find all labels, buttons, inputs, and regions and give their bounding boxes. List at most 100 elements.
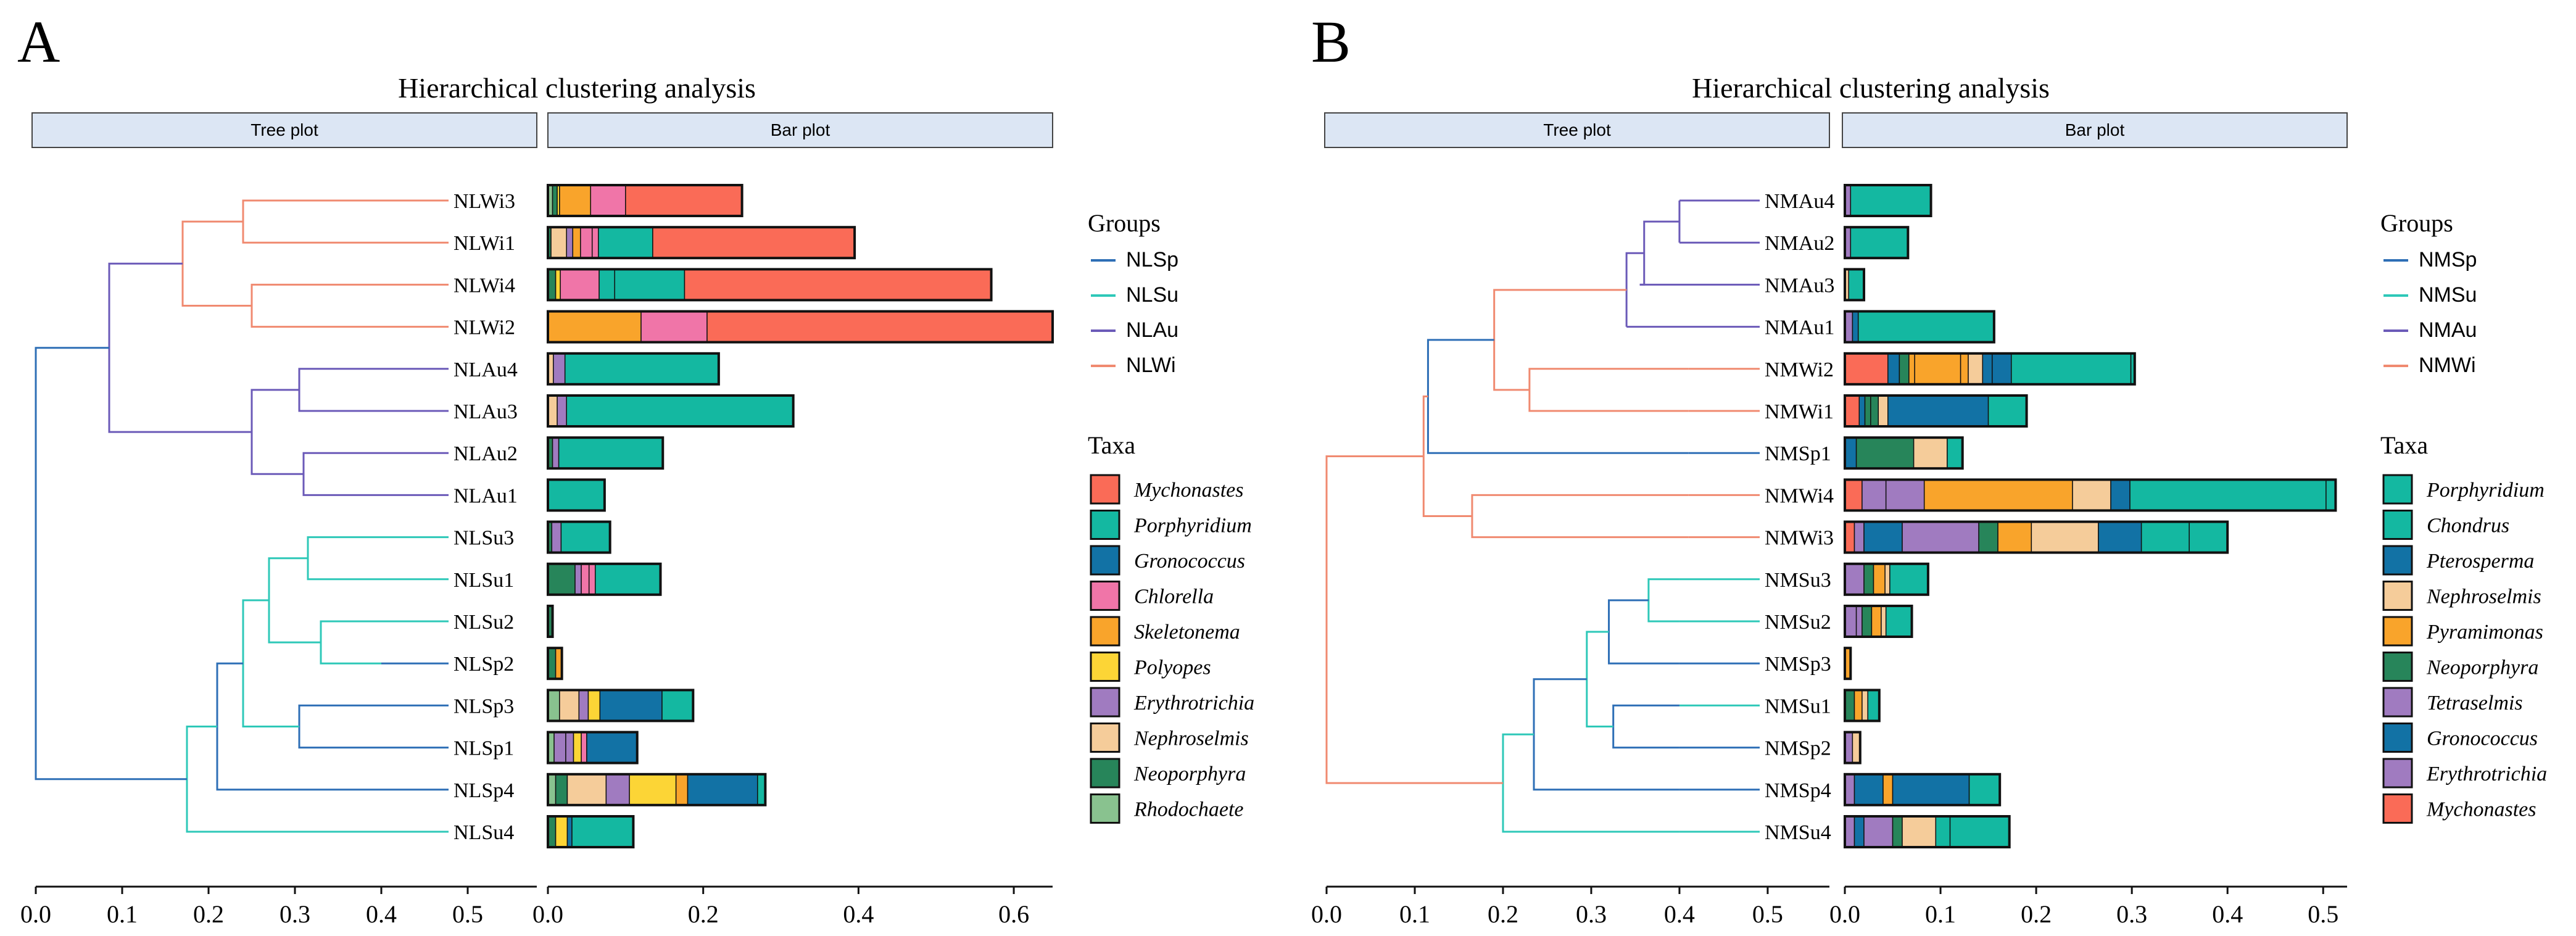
legend-groups-title: Groups bbox=[2380, 209, 2453, 237]
bar-segment bbox=[1878, 395, 1889, 427]
tree-branch bbox=[298, 704, 342, 749]
bar-segment bbox=[551, 521, 562, 553]
bar-outline bbox=[547, 772, 767, 806]
bar-segment bbox=[1853, 774, 1884, 806]
bar-segment bbox=[1885, 605, 1913, 637]
bar-segment bbox=[1844, 521, 1855, 553]
bar-segment bbox=[1863, 816, 1894, 848]
bar-segment bbox=[1850, 184, 1932, 217]
bar-outline bbox=[547, 226, 856, 260]
tree-axis-tick-label: 0.5 bbox=[452, 900, 483, 928]
bar-plot-b bbox=[1844, 184, 2337, 848]
bar-segment bbox=[1844, 353, 1889, 385]
bar-segment bbox=[675, 774, 689, 806]
bar-outline bbox=[547, 268, 993, 302]
bar-segment bbox=[1857, 310, 1995, 343]
sample-label: NMSu4 bbox=[1765, 821, 1831, 844]
tree-branch bbox=[1612, 704, 1679, 749]
bar-outline bbox=[547, 562, 662, 596]
bar-segment bbox=[1844, 395, 1860, 427]
bar-segment bbox=[547, 563, 576, 595]
legend-taxon-swatch bbox=[2382, 758, 2413, 789]
bar-segment bbox=[1982, 353, 1993, 385]
bar-axis-tick-label: 0.4 bbox=[2212, 900, 2243, 928]
bar-segment bbox=[1863, 563, 1874, 595]
sample-label: NLSp1 bbox=[453, 737, 514, 760]
bar-segment bbox=[560, 268, 600, 301]
legend-taxon-swatch bbox=[1090, 723, 1120, 753]
tree-branch bbox=[1325, 455, 1503, 784]
bar-segment bbox=[2072, 479, 2111, 511]
bar-segment bbox=[581, 731, 587, 764]
bar-segment bbox=[687, 774, 758, 806]
bar-segment bbox=[598, 268, 615, 301]
bar-segment bbox=[586, 731, 638, 764]
legend-groups-title: Groups bbox=[1088, 209, 1161, 237]
legend-taxon-swatch bbox=[1090, 581, 1120, 611]
bar-segment bbox=[1978, 521, 1998, 553]
bar-segment bbox=[560, 521, 611, 553]
sample-label: NLWi1 bbox=[453, 232, 515, 255]
sample-label: NLSp3 bbox=[453, 695, 514, 718]
bar-axis-tick-label: 0.0 bbox=[1829, 900, 1860, 928]
legend-taxa-title: Taxa bbox=[2380, 431, 2428, 459]
sample-label: NLSp2 bbox=[453, 653, 514, 676]
tree-branch bbox=[268, 557, 321, 644]
tree-branch bbox=[251, 283, 325, 328]
legend-group-label: NMWi bbox=[2419, 354, 2476, 377]
tree-axis-tick-label: 0.5 bbox=[1752, 900, 1783, 928]
bar-segment bbox=[564, 353, 719, 385]
bar-segment bbox=[1844, 774, 1855, 806]
tree-branch bbox=[108, 262, 252, 433]
bar-outline bbox=[547, 352, 720, 386]
bar-outline bbox=[547, 815, 635, 848]
legend-taxon-label: Gronococcus bbox=[1134, 550, 1245, 573]
bar-segment bbox=[1853, 689, 1863, 722]
bar-segment bbox=[2140, 521, 2190, 553]
bar-segment bbox=[578, 689, 589, 722]
bar-segment bbox=[587, 689, 601, 722]
bar-outline bbox=[1844, 562, 1929, 596]
bar-segment bbox=[580, 226, 593, 259]
legend-taxon-swatch bbox=[2382, 545, 2413, 576]
bar-segment bbox=[706, 310, 1053, 343]
bar-outline bbox=[547, 394, 795, 428]
tree-branch bbox=[35, 347, 187, 781]
bar-segment bbox=[1908, 353, 1915, 385]
sample-label: NLWi4 bbox=[453, 274, 515, 297]
legend-taxon-swatch bbox=[2382, 687, 2413, 718]
bar-segment bbox=[1949, 816, 2010, 848]
bar-segment bbox=[1844, 437, 1857, 469]
legend-taxon-label: Mychonastes bbox=[1133, 479, 1244, 502]
bar-axis-tick-label: 0.5 bbox=[2308, 900, 2338, 928]
bar-segment bbox=[2098, 521, 2142, 553]
legend-taxon-label: Polyopes bbox=[1133, 656, 1211, 679]
sample-label: NMSu3 bbox=[1765, 569, 1831, 592]
strip-bar-label-a: Bar plot bbox=[771, 120, 830, 139]
bar-segment bbox=[1853, 816, 1865, 848]
tree-branch bbox=[302, 452, 381, 496]
bar-segment bbox=[1885, 479, 1925, 511]
bar-outline bbox=[1844, 352, 2136, 386]
bar-outline bbox=[1844, 815, 2011, 848]
bar-segment bbox=[629, 774, 677, 806]
legend-taxon-label: Rhodochaete bbox=[1133, 798, 1244, 821]
bar-segment bbox=[547, 395, 558, 427]
legend-group-label: NMAu bbox=[2419, 318, 2477, 342]
sample-label: NLSu1 bbox=[453, 569, 514, 592]
tree-branch bbox=[1586, 631, 1613, 727]
tree-axis-tick-label: 0.1 bbox=[1399, 900, 1430, 928]
legend-group-label: NLSu bbox=[1126, 283, 1178, 307]
bar-segment bbox=[1870, 395, 1879, 427]
tree-branch bbox=[1471, 494, 1689, 539]
bar-segment bbox=[558, 437, 664, 469]
bar-segment bbox=[1997, 521, 2032, 553]
legend-taxon-swatch bbox=[2382, 652, 2413, 682]
bar-segment bbox=[595, 563, 661, 595]
bar-segment bbox=[2189, 521, 2228, 553]
bar-outline bbox=[547, 520, 611, 554]
tree-axis-tick-label: 0.2 bbox=[1488, 900, 1518, 928]
bar-segment bbox=[1947, 437, 1963, 469]
bar-segment bbox=[574, 563, 582, 595]
